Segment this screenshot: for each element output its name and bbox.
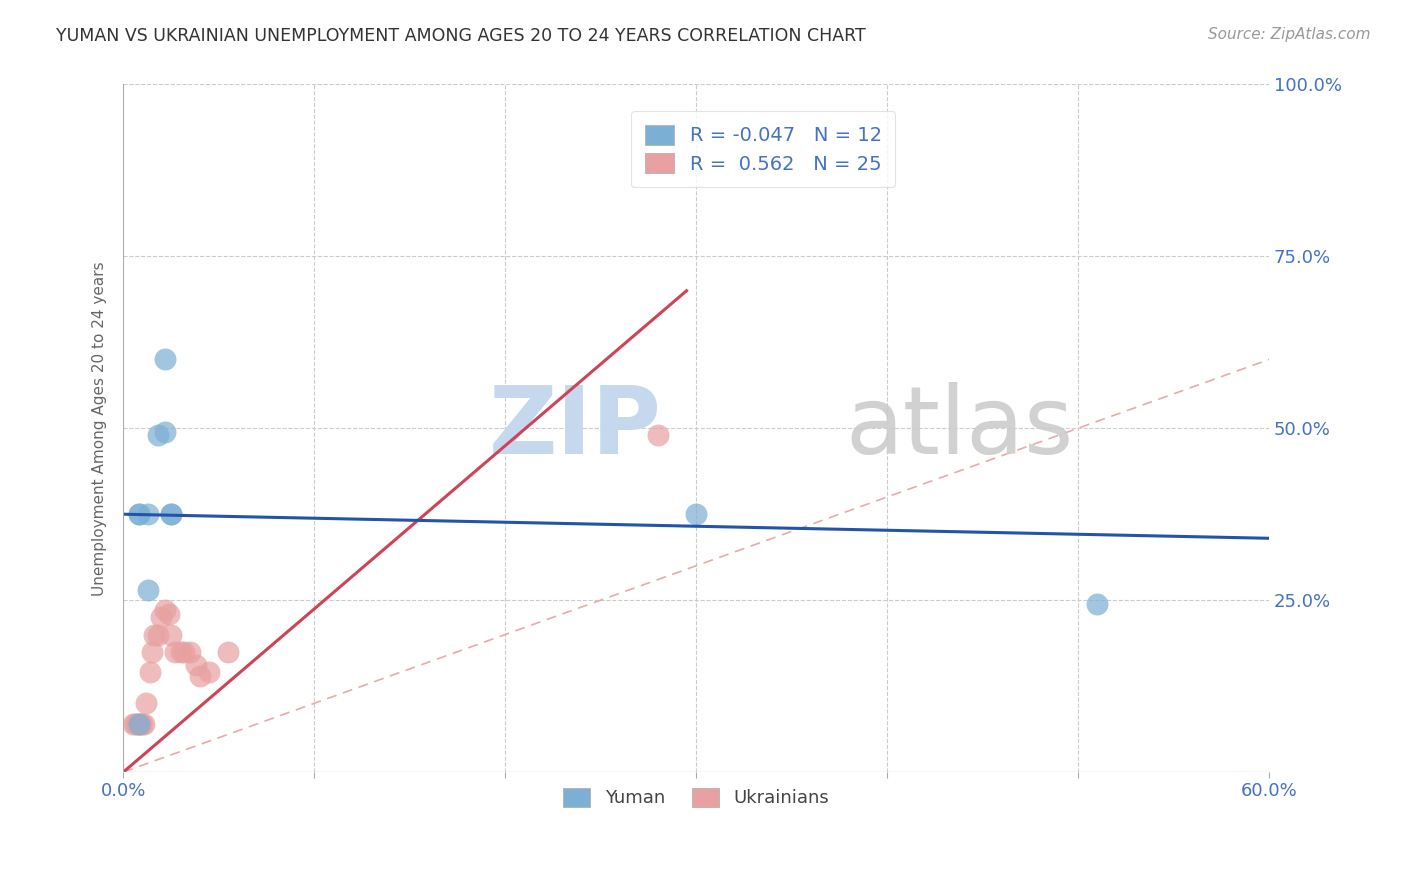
Point <box>184 658 207 673</box>
Point <box>128 717 150 731</box>
Point <box>142 627 165 641</box>
Point <box>134 717 156 731</box>
Point <box>647 428 669 442</box>
Point <box>188 669 211 683</box>
Point <box>155 603 177 617</box>
Point <box>198 665 221 680</box>
Point <box>150 610 173 624</box>
Point <box>157 607 180 621</box>
Point <box>136 582 159 597</box>
Text: atlas: atlas <box>845 383 1074 475</box>
Point <box>160 507 183 521</box>
Point <box>128 507 150 521</box>
Point <box>160 507 183 521</box>
Point <box>160 627 183 641</box>
Point <box>129 717 152 731</box>
Text: Source: ZipAtlas.com: Source: ZipAtlas.com <box>1208 27 1371 42</box>
Point <box>136 507 159 521</box>
Point <box>124 717 146 731</box>
Point <box>163 645 186 659</box>
Point <box>155 352 177 367</box>
Text: YUMAN VS UKRAINIAN UNEMPLOYMENT AMONG AGES 20 TO 24 YEARS CORRELATION CHART: YUMAN VS UKRAINIAN UNEMPLOYMENT AMONG AG… <box>56 27 866 45</box>
Point <box>141 645 163 659</box>
Point <box>173 645 195 659</box>
Point <box>179 645 201 659</box>
Point <box>217 645 239 659</box>
Point <box>135 696 157 710</box>
Point <box>146 627 169 641</box>
Point <box>685 507 707 521</box>
Point <box>131 717 153 731</box>
Point <box>1085 597 1108 611</box>
Point <box>121 717 143 731</box>
Point <box>125 717 148 731</box>
Point <box>169 645 191 659</box>
Point <box>155 425 177 439</box>
Y-axis label: Unemployment Among Ages 20 to 24 years: Unemployment Among Ages 20 to 24 years <box>93 261 107 596</box>
Text: ZIP: ZIP <box>489 383 662 475</box>
Point <box>128 717 150 731</box>
Legend: Yuman, Ukrainians: Yuman, Ukrainians <box>555 780 837 814</box>
Point <box>128 507 150 521</box>
Point <box>139 665 162 680</box>
Point <box>146 428 169 442</box>
